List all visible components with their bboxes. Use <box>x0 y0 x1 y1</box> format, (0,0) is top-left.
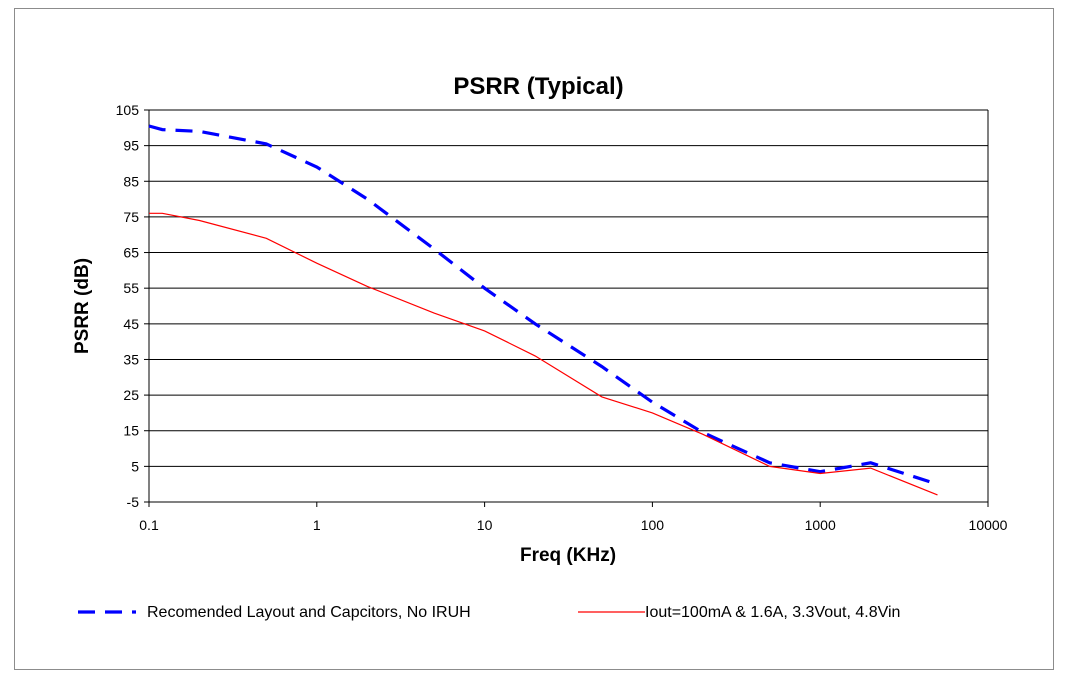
grid-lines <box>149 109 988 503</box>
series-line-2 <box>149 212 938 496</box>
series-line-1 <box>148 124 938 486</box>
y-tick-label: 75 <box>123 209 139 225</box>
y-tick-label: 65 <box>123 245 139 261</box>
series-lines <box>148 124 938 496</box>
y-tick-label: 25 <box>123 387 139 403</box>
y-tick-label: 95 <box>123 138 139 154</box>
y-axis-label: PSRR (dB) <box>72 258 93 354</box>
x-tick-labels: 0.1 1 10 100 1000 10000 <box>139 517 1007 533</box>
y-tick-label: 35 <box>123 351 139 367</box>
y-tick-labels: -5 5 15 25 35 45 55 65 75 85 95 105 <box>116 102 140 510</box>
y-tick-label: 105 <box>116 102 140 118</box>
legend-label-2: Iout=100mA & 1.6A, 3.3Vout, 4.8Vin <box>645 604 900 621</box>
y-tick-label: 15 <box>123 423 139 439</box>
x-axis-label: Freq (KHz) <box>520 545 616 566</box>
y-tick-label: 55 <box>123 280 139 296</box>
x-tick-label: 100 <box>641 517 665 533</box>
x-tick-label: 1 <box>313 517 321 533</box>
legend: Recomended Layout and Capcitors, No IRUH… <box>78 604 900 621</box>
y-tick-label: 45 <box>123 316 139 332</box>
x-tick-label: 10 <box>477 517 493 533</box>
x-tick-label: 1000 <box>805 517 836 533</box>
x-tick-label: 0.1 <box>139 517 159 533</box>
y-tick-label: 5 <box>131 458 139 474</box>
y-tick-label: 85 <box>123 173 139 189</box>
x-tick-label: 10000 <box>969 517 1008 533</box>
chart-title: PSRR (Typical) <box>453 73 623 100</box>
legend-label-1: Recomended Layout and Capcitors, No IRUH <box>147 604 471 621</box>
axes <box>144 109 989 507</box>
y-tick-label: -5 <box>127 494 140 510</box>
chart-frame <box>14 8 1054 670</box>
